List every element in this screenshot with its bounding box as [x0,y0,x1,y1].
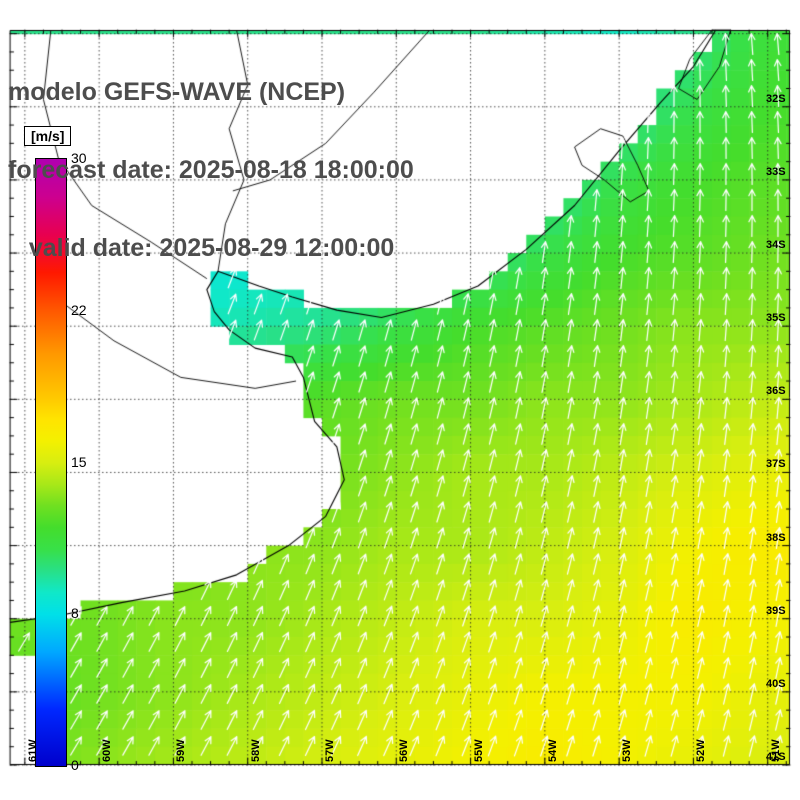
colorbar-tick-label: 0 [71,757,79,773]
colorbar-tick-label: 30 [71,150,87,166]
colorbar [35,158,67,767]
title-block: modelo GEFS-WAVE (NCEP) forecast date: 2… [8,27,414,313]
colorbar-tick-label: 8 [71,605,79,622]
colorbar-unit-label: [m/s] [24,126,72,146]
colorbar-gradient [36,159,66,766]
title-valid-date: valid date: 2025-08-29 12:00:00 [8,234,395,262]
colorbar-tick-label: 15 [71,453,87,470]
title-model: modelo GEFS-WAVE (NCEP) [8,78,346,106]
colorbar-tick-label: 22 [71,301,87,318]
title-forecast-date: forecast date: 2025-08-18 18:00:00 [8,156,414,184]
